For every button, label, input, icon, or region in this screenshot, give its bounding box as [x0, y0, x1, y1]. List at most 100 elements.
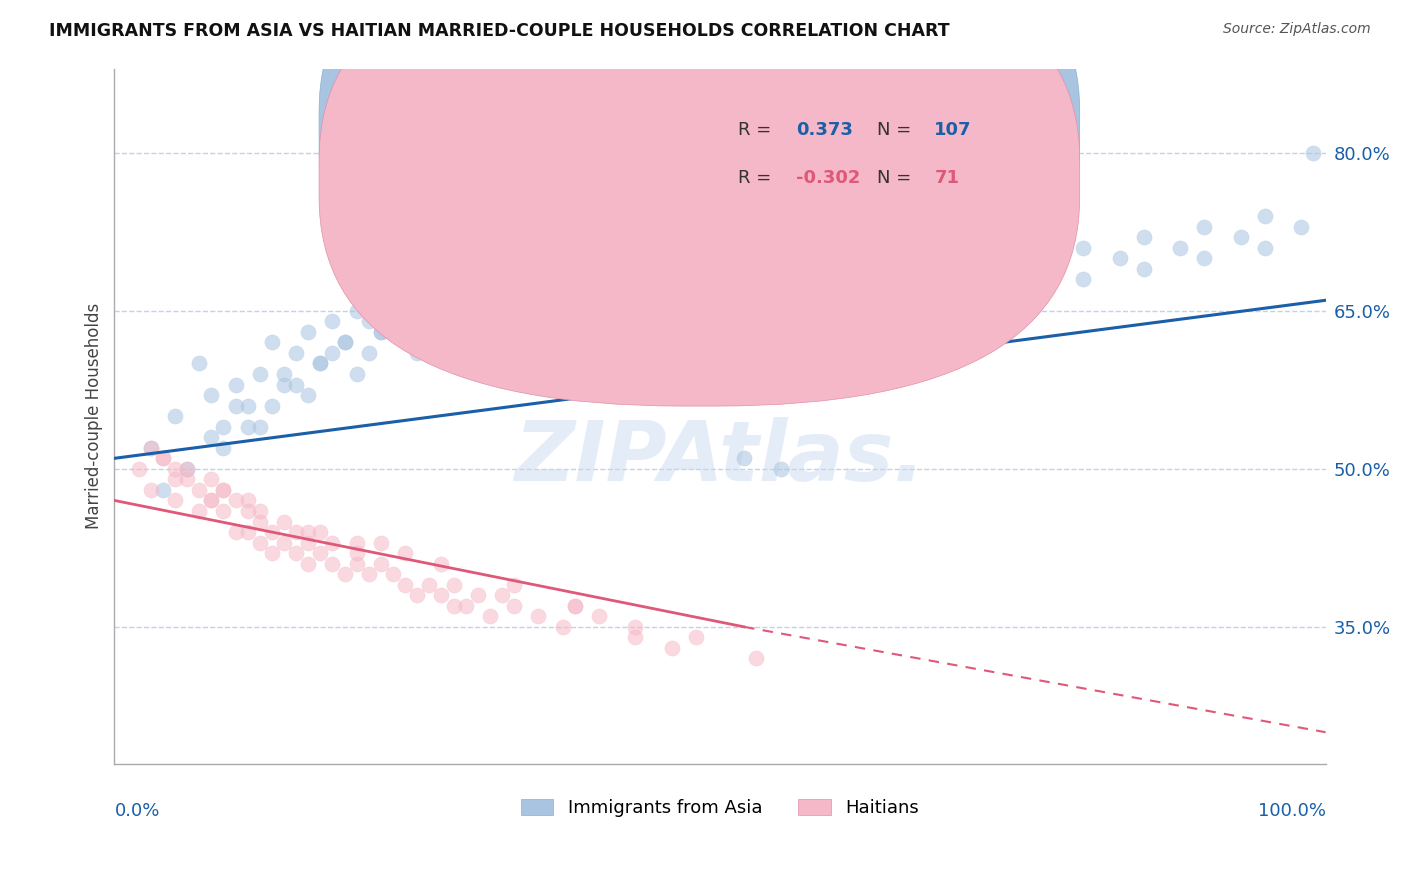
Point [478, 293, 501, 308]
Point [1047, 251, 1070, 265]
Point [381, 567, 404, 582]
Point [212, 419, 235, 434]
Point [769, 462, 792, 476]
Point [830, 283, 852, 297]
Point [503, 578, 526, 592]
Point [406, 303, 429, 318]
Point [309, 357, 332, 371]
Point [491, 588, 513, 602]
Point [152, 483, 174, 497]
Point [346, 303, 368, 318]
Point [394, 314, 416, 328]
Point [950, 272, 973, 286]
Point [200, 493, 222, 508]
Point [236, 419, 259, 434]
Point [249, 535, 271, 549]
Point [564, 293, 586, 308]
Point [538, 283, 561, 297]
Point [212, 483, 235, 497]
Point [564, 599, 586, 613]
Point [200, 493, 222, 508]
Point [443, 578, 465, 592]
Text: 0.373: 0.373 [796, 120, 853, 139]
Text: ZIPAtlas.: ZIPAtlas. [515, 417, 925, 499]
Legend: Immigrants from Asia, Haitians: Immigrants from Asia, Haitians [513, 791, 927, 824]
Point [1108, 251, 1130, 265]
Point [321, 346, 343, 360]
Point [733, 272, 755, 286]
Point [176, 462, 198, 476]
Text: R =: R = [738, 169, 772, 187]
Point [624, 631, 647, 645]
Point [503, 599, 526, 613]
Point [890, 293, 912, 308]
Point [551, 314, 574, 328]
Point [1071, 241, 1094, 255]
Point [236, 524, 259, 539]
Point [733, 451, 755, 466]
Text: 0.0%: 0.0% [114, 802, 160, 820]
Point [370, 325, 392, 339]
Point [273, 535, 295, 549]
Point [491, 314, 513, 328]
Point [685, 293, 707, 308]
Point [381, 325, 404, 339]
Point [236, 399, 259, 413]
Point [418, 578, 440, 592]
Point [176, 462, 198, 476]
Point [430, 557, 453, 571]
Point [152, 451, 174, 466]
Text: N =: N = [877, 169, 911, 187]
Point [249, 419, 271, 434]
Point [987, 261, 1010, 276]
Y-axis label: Married-couple Households: Married-couple Households [86, 303, 103, 529]
Point [225, 524, 247, 539]
Text: 71: 71 [935, 169, 959, 187]
Point [430, 293, 453, 308]
Point [309, 357, 332, 371]
Point [866, 261, 889, 276]
Point [333, 335, 356, 350]
Point [200, 430, 222, 444]
Point [357, 346, 380, 360]
Point [321, 535, 343, 549]
Point [454, 283, 477, 297]
Point [309, 546, 332, 560]
Point [273, 377, 295, 392]
Point [321, 557, 343, 571]
Point [588, 609, 610, 624]
Point [927, 283, 949, 297]
Point [1254, 241, 1277, 255]
Point [551, 303, 574, 318]
Point [309, 524, 332, 539]
Text: Source: ZipAtlas.com: Source: ZipAtlas.com [1223, 22, 1371, 37]
FancyBboxPatch shape [665, 89, 974, 211]
Point [357, 567, 380, 582]
Point [890, 272, 912, 286]
Point [1168, 241, 1191, 255]
Point [152, 451, 174, 466]
Point [249, 367, 271, 381]
Point [636, 283, 658, 297]
Point [927, 272, 949, 286]
Point [188, 357, 211, 371]
Text: IMMIGRANTS FROM ASIA VS HAITIAN MARRIED-COUPLE HOUSEHOLDS CORRELATION CHART: IMMIGRANTS FROM ASIA VS HAITIAN MARRIED-… [49, 22, 950, 40]
Point [273, 515, 295, 529]
Point [612, 293, 634, 308]
Point [212, 483, 235, 497]
Point [672, 283, 695, 297]
FancyBboxPatch shape [319, 0, 1080, 358]
Point [1133, 230, 1156, 244]
Point [176, 472, 198, 486]
Point [285, 377, 308, 392]
Point [1011, 251, 1033, 265]
Point [806, 272, 828, 286]
Point [260, 524, 283, 539]
Point [1194, 251, 1216, 265]
Point [200, 472, 222, 486]
Point [285, 524, 308, 539]
Text: 107: 107 [935, 120, 972, 139]
Point [381, 293, 404, 308]
Point [467, 303, 489, 318]
Point [527, 609, 550, 624]
